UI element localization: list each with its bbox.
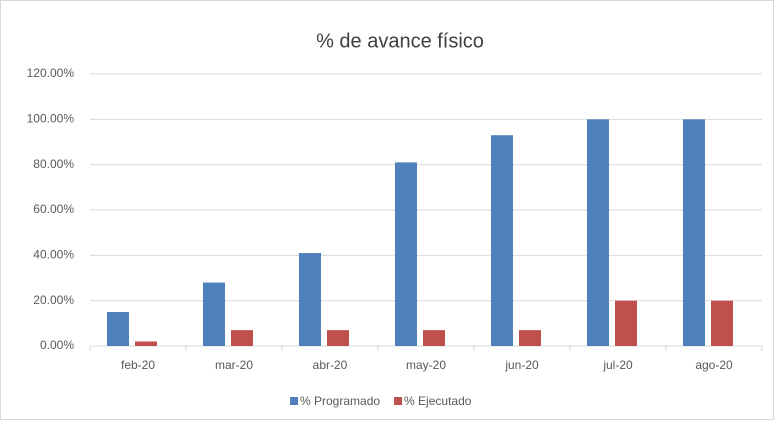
x-tick-label: ago-20 (695, 358, 733, 372)
bar (711, 300, 733, 346)
bar (203, 282, 225, 346)
y-tick-label: 120.00% (27, 66, 75, 80)
x-tick-label: jun-20 (504, 358, 539, 372)
bar (491, 135, 513, 346)
x-tick-label: jul-20 (602, 358, 633, 372)
legend-swatch (290, 397, 298, 405)
y-tick-label: 40.00% (33, 248, 74, 262)
bar (683, 119, 705, 346)
bar (135, 341, 157, 346)
chart-title: % de avance físico (316, 30, 484, 52)
bar (299, 253, 321, 346)
y-tick-label: 60.00% (33, 202, 74, 216)
legend-label: % Programado (300, 394, 380, 408)
bar (423, 330, 445, 346)
bar (107, 312, 129, 346)
legend-swatch (394, 397, 403, 405)
x-tick-label: mar-20 (215, 358, 253, 372)
y-tick-label: 100.00% (27, 112, 75, 126)
x-tick-label: may-20 (406, 358, 446, 372)
bar (395, 162, 417, 346)
legend-label: % Ejecutado (404, 394, 472, 408)
x-tick-label: feb-20 (121, 358, 155, 372)
y-tick-label: 20.00% (33, 293, 74, 307)
bar (327, 330, 349, 346)
x-tick-label: abr-20 (313, 358, 348, 372)
y-tick-label: 0.00% (40, 338, 74, 352)
y-tick-label: 80.00% (33, 157, 74, 171)
bar (519, 330, 541, 346)
bar (587, 119, 609, 346)
bar (615, 300, 637, 346)
bar (231, 330, 253, 346)
